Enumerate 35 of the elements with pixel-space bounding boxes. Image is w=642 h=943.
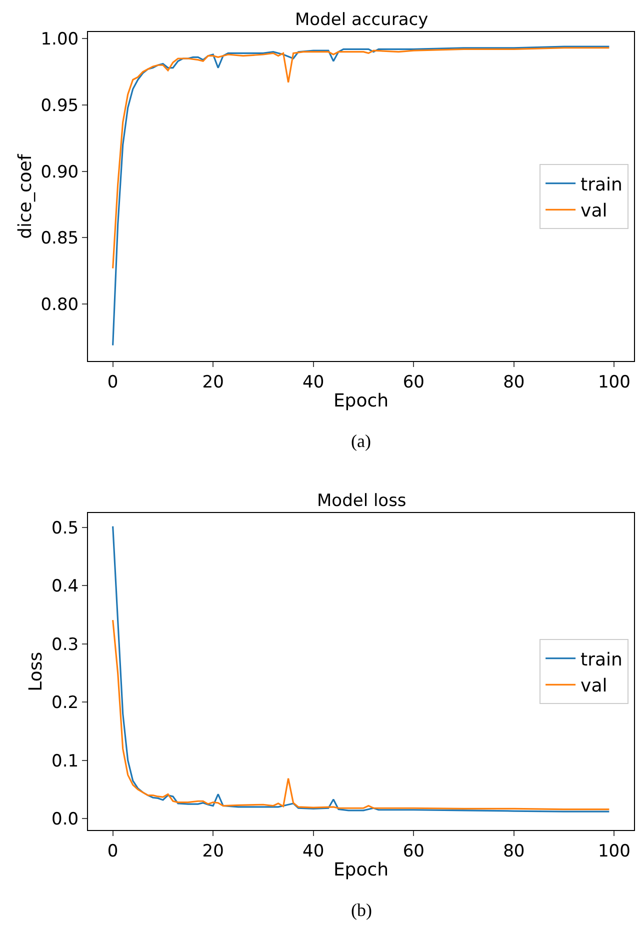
y-tick-label: 0.3 (52, 634, 79, 655)
x-tick-label: 80 (503, 842, 525, 862)
y-tick-label: 0.2 (52, 693, 79, 714)
y-tick-label: 0.4 (52, 576, 79, 597)
x-tick-label: 100 (598, 372, 630, 393)
x-axis-title: Epoch (333, 860, 389, 881)
x-tick-label: 0 (107, 842, 118, 862)
x-tick-label: 40 (302, 372, 324, 393)
x-tick-label: 60 (402, 372, 424, 393)
y-tick-label: 0.90 (40, 162, 79, 182)
chart-title: Model accuracy (295, 10, 428, 30)
y-tick-label: 0.85 (40, 228, 79, 249)
x-tick-label: 0 (107, 372, 118, 393)
y-axis-title: Loss (26, 652, 47, 692)
x-tick-label: 20 (202, 372, 224, 393)
chart-title: Model loss (317, 491, 406, 511)
legend-label: train (580, 649, 622, 670)
x-tick-label: 100 (598, 842, 630, 862)
x-tick-label: 80 (503, 372, 525, 393)
legend-label: train (580, 174, 622, 196)
x-tick-label: 20 (202, 842, 224, 862)
y-tick-label: 0.80 (40, 295, 79, 316)
y-tick-label: 0.0 (52, 810, 79, 830)
text: (a) (351, 431, 371, 451)
x-tick-label: 60 (402, 842, 424, 862)
x-axis-title: Epoch (333, 390, 389, 412)
y-tick-label: 0.5 (52, 518, 79, 538)
x-tick-label: 40 (302, 842, 324, 862)
y-axis-title: dice_coef (14, 154, 36, 239)
y-tick-label: 1.00 (40, 30, 79, 50)
text: (b) (351, 900, 372, 920)
y-tick-label: 0.95 (40, 96, 79, 116)
legend-label: val (580, 676, 608, 697)
legend-label: val (580, 200, 608, 222)
y-tick-label: 0.1 (52, 751, 79, 772)
